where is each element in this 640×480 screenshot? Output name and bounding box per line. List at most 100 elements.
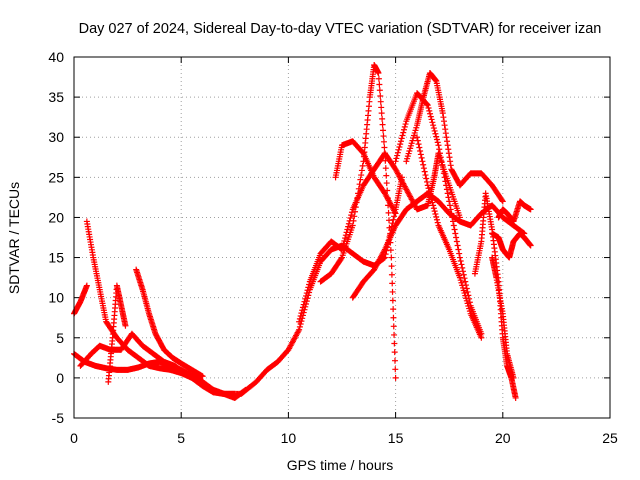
- data-point: [450, 218, 457, 225]
- data-point: [427, 113, 434, 120]
- data-point: [446, 202, 453, 209]
- data-point: [456, 250, 463, 257]
- data-point: [446, 154, 453, 161]
- data-point: [447, 158, 454, 165]
- data-point: [349, 222, 356, 229]
- data-point: [450, 222, 457, 229]
- data-point: [434, 219, 441, 226]
- data-point: [304, 287, 311, 294]
- data-point: [427, 193, 434, 200]
- data-point: [512, 394, 519, 401]
- data-point: [440, 170, 447, 177]
- data-point: [352, 208, 359, 215]
- series-sat-e: [133, 266, 206, 380]
- data-point: [298, 310, 305, 317]
- data-point: [296, 326, 303, 333]
- data-point: [347, 215, 354, 222]
- data-point: [390, 306, 397, 313]
- x-tick-label: 25: [602, 430, 618, 446]
- data-point: [354, 194, 361, 201]
- data-point: [432, 130, 439, 137]
- data-point: [380, 138, 387, 145]
- data-point: [300, 301, 307, 308]
- data-point: [431, 208, 438, 215]
- series-sat-n: [414, 134, 485, 341]
- x-tick-label: 15: [388, 430, 404, 446]
- data-point: [383, 180, 390, 187]
- data-point: [83, 282, 90, 289]
- data-point: [445, 150, 452, 157]
- data-point: [430, 202, 437, 209]
- data-point: [419, 158, 426, 165]
- data-point: [441, 122, 448, 129]
- data-point: [446, 198, 453, 205]
- data-point: [393, 155, 400, 162]
- data-point: [306, 281, 313, 288]
- data-point: [449, 214, 456, 221]
- data-point: [388, 263, 395, 270]
- data-point: [397, 141, 404, 148]
- data-point: [426, 107, 433, 114]
- data-point: [389, 280, 396, 287]
- data-point: [342, 235, 349, 242]
- data-point: [352, 204, 359, 211]
- y-axis-label: SDTVAR / TECUs: [6, 182, 22, 294]
- data-point: [435, 142, 442, 149]
- x-tick-label: 10: [281, 430, 297, 446]
- data-point: [305, 284, 312, 291]
- data-point: [443, 134, 450, 141]
- data-point: [199, 373, 206, 380]
- data-point: [392, 210, 399, 217]
- data-point: [380, 133, 387, 140]
- data-point: [430, 122, 437, 129]
- data-point: [296, 318, 303, 325]
- data-point: [301, 298, 308, 305]
- series-sat-i: [317, 62, 399, 381]
- y-axis-ticks: -5 0 5 10 15 20 25 30 35 40: [48, 49, 610, 426]
- data-point: [443, 182, 450, 189]
- series-sat-l: [392, 90, 485, 337]
- data-point: [425, 104, 432, 111]
- series-sat-m: [403, 70, 506, 205]
- data-point: [445, 146, 452, 153]
- data-point: [443, 186, 450, 193]
- data-point: [378, 110, 385, 117]
- y-tick-label: 35: [48, 89, 64, 105]
- data-point: [375, 70, 382, 77]
- data-point: [454, 242, 461, 249]
- data-point: [345, 223, 352, 230]
- data-point: [299, 304, 306, 311]
- data-point: [400, 129, 407, 136]
- data-point: [380, 127, 387, 134]
- x-axis-label: GPS time / hours: [287, 457, 394, 473]
- data-point: [391, 349, 398, 356]
- series-sat-f: [105, 282, 129, 385]
- data-points: [71, 62, 534, 401]
- data-point: [452, 230, 459, 237]
- data-point: [440, 166, 447, 173]
- chart-title: Day 027 of 2024, Sidereal Day-to-day VTE…: [79, 21, 602, 37]
- data-point: [462, 278, 469, 285]
- data-point: [460, 271, 467, 278]
- data-point: [376, 87, 383, 94]
- data-point: [379, 115, 386, 122]
- data-point: [444, 142, 451, 149]
- data-point: [431, 127, 438, 134]
- y-tick-label: 25: [48, 169, 64, 185]
- data-point: [388, 271, 395, 278]
- data-point: [415, 141, 422, 148]
- data-point: [351, 213, 358, 220]
- data-point: [357, 176, 364, 183]
- data-point: [385, 209, 392, 216]
- data-point: [428, 116, 435, 123]
- data-point: [338, 255, 345, 262]
- data-point: [427, 190, 434, 197]
- data-point: [376, 81, 383, 88]
- data-point: [432, 211, 439, 218]
- data-point: [296, 315, 303, 322]
- data-point: [377, 98, 384, 105]
- data-point: [420, 161, 427, 168]
- data-point: [456, 254, 463, 261]
- data-point: [422, 172, 429, 179]
